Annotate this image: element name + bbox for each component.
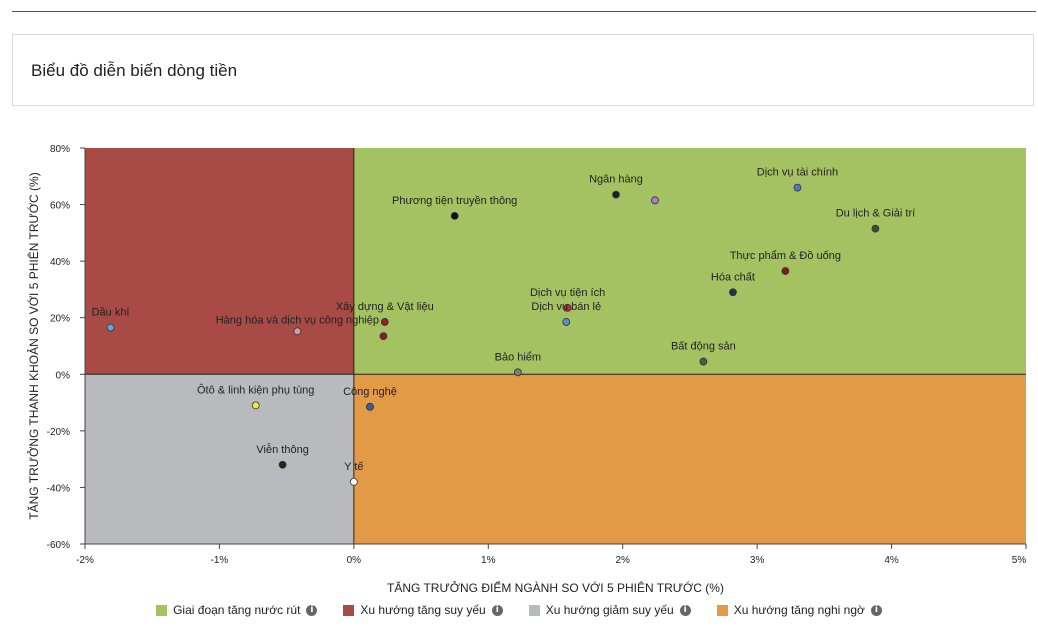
data-point-label: Hóa chất	[711, 271, 755, 283]
legend-label: Xu hướng giảm suy yếu	[545, 603, 674, 617]
info-icon[interactable]: i	[679, 604, 691, 616]
y-tick-label: -20%	[47, 427, 70, 438]
legend-item-weak-downtrend[interactable]: Xu hướng giảm suy yếu i	[528, 603, 691, 617]
x-axis-title: TĂNG TRƯỞNG ĐIỂM NGÀNH SO VỚI 5 PHIÊN TR…	[387, 580, 724, 595]
top-divider	[12, 11, 1036, 12]
x-tick-label: 1%	[481, 555, 496, 566]
x-tick-label: 4%	[884, 555, 899, 566]
legend-item-doubtful-uptrend[interactable]: Xu hướng tăng nghi ngờ i	[716, 603, 882, 617]
y-tick-label: 0%	[56, 370, 71, 381]
data-point[interactable]	[450, 211, 459, 220]
flow-chart: -2% -1% 0% 1% 2% 3% 4% 5% -60% -40% -20% 0% 20% 40% 60…	[26, 144, 1027, 595]
legend-swatch	[343, 604, 355, 616]
y-tick-label: 80%	[50, 144, 70, 155]
data-point[interactable]	[293, 327, 302, 336]
y-tick-label: -60%	[47, 540, 70, 551]
x-tick-label: -1%	[211, 555, 229, 566]
data-point-label: Dịch vụ tài chính	[757, 167, 838, 179]
quadrant-region-1	[85, 148, 354, 375]
y-axis-title: TĂNG TRƯỞNG THANH KHOẢN SO VỚI 5 PHIÊN T…	[26, 172, 41, 519]
quadrant-region-2	[85, 374, 354, 544]
data-point[interactable]	[793, 183, 802, 192]
data-point[interactable]	[278, 460, 287, 469]
data-point[interactable]	[349, 477, 358, 486]
data-point-label: Du lịch & Giải trí	[836, 208, 915, 220]
page-title: Biểu đồ diễn biến dòng tiền	[31, 61, 238, 80]
data-point[interactable]	[612, 190, 620, 199]
data-point-label: Ngân hàng	[589, 174, 643, 186]
data-point[interactable]	[251, 401, 260, 410]
x-tick-label: 5%	[1012, 555, 1027, 566]
x-tick-label: 3%	[750, 555, 765, 566]
x-tick-label: 0%	[347, 555, 362, 566]
data-point-label: Bảo hiểm	[495, 351, 541, 363]
legend-label: Giai đoạn tăng nước rút	[173, 603, 301, 617]
info-icon[interactable]: i	[306, 604, 318, 616]
legend-swatch	[528, 604, 540, 616]
data-point-label: Dầu khí	[92, 307, 130, 319]
legend-swatch	[716, 604, 728, 616]
quadrant-region-0	[353, 148, 1026, 375]
data-point-label: Ôtô & linh kiện phụ tùng	[197, 383, 314, 396]
info-icon[interactable]: i	[491, 604, 503, 616]
legend-item-weak-uptrend[interactable]: Xu hướng tăng suy yếu i	[343, 603, 503, 617]
data-point[interactable]	[562, 318, 571, 326]
data-point-label: Phương tiện truyền thông	[392, 195, 517, 207]
chart-title-card: Biểu đồ diễn biến dòng tiền	[12, 34, 1034, 106]
legend-label: Xu hướng tăng suy yếu	[360, 603, 486, 617]
data-point-label: Dịch vụ bán lẻ	[531, 301, 601, 313]
y-tick-label: -40%	[47, 483, 70, 494]
data-point[interactable]	[729, 288, 737, 297]
data-point[interactable]	[106, 323, 115, 332]
data-point-label: Hàng hóa và dịch vụ công nghiệp	[216, 314, 379, 326]
data-point[interactable]	[651, 196, 659, 205]
x-tick-label: 2%	[615, 555, 630, 566]
legend-swatch	[156, 604, 168, 616]
data-point[interactable]	[871, 224, 880, 233]
data-point[interactable]	[380, 318, 389, 326]
legend-label: Xu hướng tăng nghi ngờ	[733, 603, 865, 617]
quadrant-region-3	[353, 374, 1026, 544]
y-tick-label: 40%	[50, 257, 70, 268]
data-point-label: Thực phẩm & Đồ uống	[730, 250, 841, 262]
legend-item-sprint[interactable]: Giai đoạn tăng nước rút i	[156, 603, 318, 617]
data-point-label: Công nghệ	[343, 386, 397, 398]
data-point-label: Bất động sản	[671, 341, 736, 353]
chart-legend: Giai đoạn tăng nước rút i Xu hướng tăng …	[0, 603, 1038, 617]
y-tick-label: 60%	[50, 201, 70, 212]
data-point[interactable]	[563, 303, 572, 312]
y-tick-label: 20%	[50, 314, 70, 325]
x-tick-label: -2%	[76, 555, 94, 566]
data-point[interactable]	[379, 332, 388, 341]
data-point-label: Y tế	[344, 461, 363, 473]
data-point[interactable]	[366, 402, 374, 411]
data-point-label: Xây dựng & Vật liệu	[336, 301, 434, 313]
data-point[interactable]	[513, 368, 522, 377]
data-point-label: Viễn thông	[256, 443, 308, 456]
data-point[interactable]	[699, 357, 708, 366]
info-icon[interactable]: i	[870, 604, 882, 616]
data-point-label: Dịch vụ tiện ích	[530, 287, 605, 299]
data-point[interactable]	[781, 267, 790, 275]
